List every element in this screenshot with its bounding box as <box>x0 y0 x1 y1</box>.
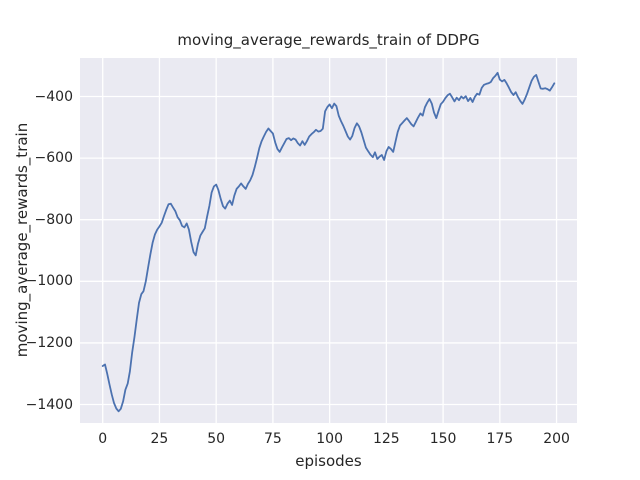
x-tick-label: 100 <box>316 431 343 447</box>
chart-title: moving_average_rewards_train of DDPG <box>177 31 480 49</box>
x-tick-label: 0 <box>98 431 108 447</box>
y-tick-label: −1200 <box>25 334 73 351</box>
x-tick-label: 25 <box>150 431 169 447</box>
y-tick-label: −1000 <box>25 273 73 290</box>
reward-line-series <box>101 71 556 413</box>
line-chart-svg <box>80 58 577 423</box>
x-tick-label: 200 <box>543 431 570 447</box>
x-tick-label: 175 <box>486 431 514 447</box>
x-tick-label: 75 <box>263 431 282 447</box>
y-tick-label: −600 <box>34 150 73 167</box>
y-tick-label: −400 <box>34 88 73 105</box>
y-tick-label: −1400 <box>25 396 73 413</box>
y-tick-label: −800 <box>34 211 73 228</box>
x-tick-label: 150 <box>429 431 457 447</box>
x-axis-label: episodes <box>295 452 362 470</box>
x-tick-label: 50 <box>207 431 226 447</box>
x-tick-label: 125 <box>372 431 400 447</box>
plot-area <box>80 58 577 423</box>
